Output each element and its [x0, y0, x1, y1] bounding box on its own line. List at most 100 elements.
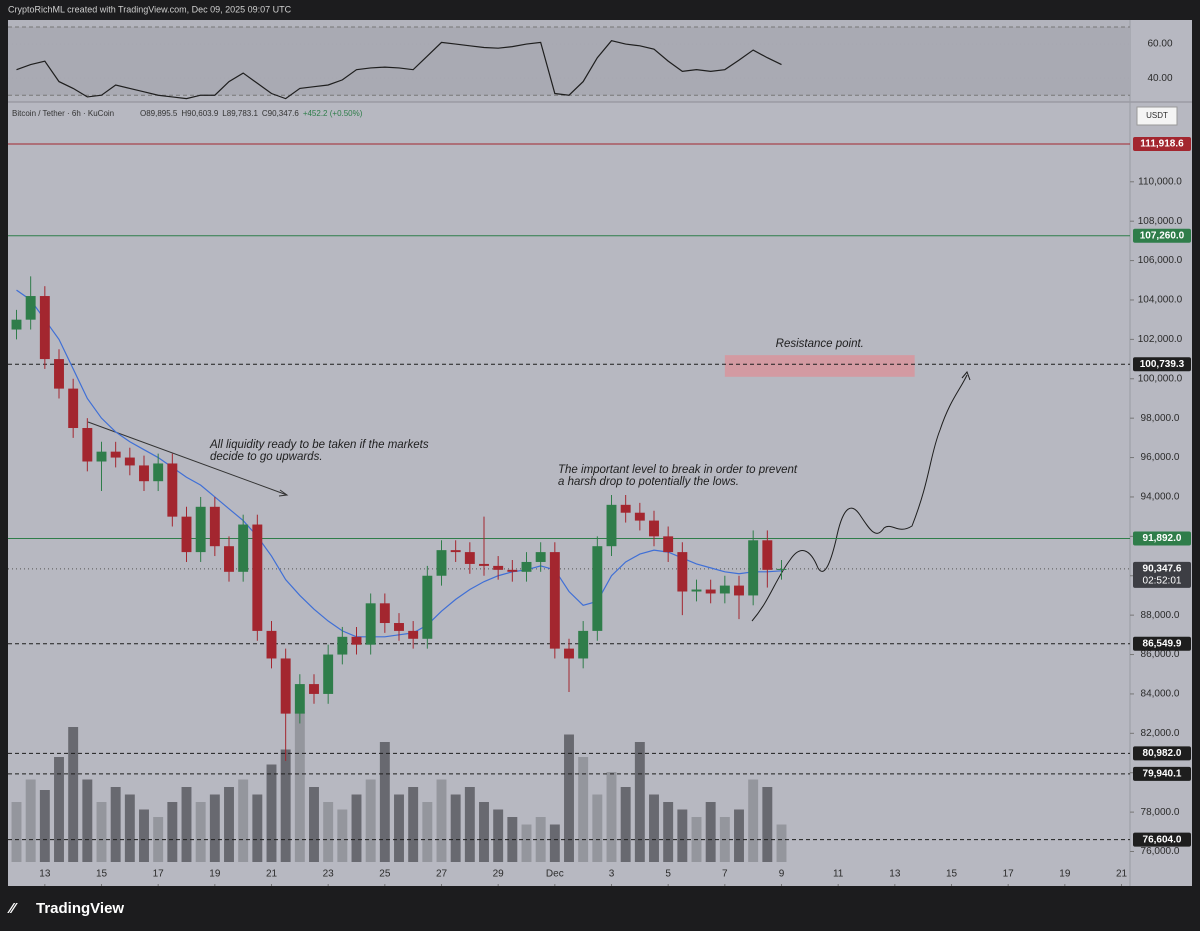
volume-bar	[252, 794, 263, 862]
level-label: 79,940.1	[1143, 769, 1182, 780]
level-label-box	[1133, 136, 1191, 151]
level-label-box	[1133, 746, 1191, 761]
x-tick-label: 15	[96, 869, 108, 880]
ohlc-value: +452.2 (+0.50%)	[303, 109, 363, 118]
x-tick-label: 23	[323, 869, 335, 880]
x-tick-label: 19	[1059, 869, 1071, 880]
candle-body	[677, 552, 688, 592]
level-label-box	[1133, 636, 1191, 651]
candle-body	[209, 506, 220, 547]
x-tick-label: Dec	[546, 869, 564, 880]
currency-box	[1136, 106, 1178, 126]
candle-body	[238, 524, 249, 572]
candle-body	[493, 565, 504, 570]
candle-body	[39, 296, 50, 360]
x-tick-label: 17	[1003, 869, 1015, 880]
volume-bar	[280, 749, 291, 862]
x-tick-label: 9	[779, 869, 785, 880]
volume-bar	[238, 779, 249, 862]
volume-bar	[564, 734, 574, 862]
volume-bar	[620, 787, 631, 862]
volume-bar	[493, 809, 504, 862]
volume-bar	[351, 794, 362, 862]
x-tick-label: 21	[1116, 869, 1128, 880]
x-tick-label: 13	[39, 869, 51, 880]
ohlc-value: H90,603.9	[181, 109, 218, 118]
volume-bar	[521, 824, 532, 862]
volume-bar	[748, 779, 759, 862]
candle-body	[408, 630, 419, 639]
level-label: 100,739.3	[1140, 359, 1185, 370]
volume-bar	[734, 809, 744, 862]
candle-body	[691, 589, 702, 592]
liquidity-arrow	[87, 421, 288, 496]
x-tick-label: 27	[436, 869, 448, 880]
level-label-box	[1133, 531, 1191, 546]
annotation: All liquidity ready to be taken if the m…	[209, 439, 429, 451]
y-tick-label: 84,000.0	[1141, 689, 1180, 700]
volume-bar	[436, 779, 447, 862]
volume-bar	[365, 779, 376, 862]
candle-body	[351, 636, 362, 645]
level-label: 107,260.0	[1140, 230, 1185, 241]
level-label: 76,604.0	[1143, 834, 1182, 845]
symbol: Bitcoin / Tether · 6h · KuCoin	[12, 109, 114, 118]
y-tick-label: 100,000.0	[1138, 373, 1183, 384]
brand: TradingView	[36, 900, 124, 917]
volume-bar	[379, 742, 390, 862]
ohlc-value: O89,895.5	[140, 109, 178, 118]
candle-body	[379, 603, 390, 624]
y-tick-label: 88,000.0	[1141, 610, 1180, 621]
volume-bar	[705, 802, 716, 862]
candle-body	[153, 463, 164, 482]
x-tick-label: 17	[153, 869, 165, 880]
volume-bar	[209, 794, 220, 862]
candle-body	[82, 428, 93, 462]
candle-body	[25, 296, 36, 320]
candle-body	[309, 684, 319, 694]
ohlc-value: C90,347.6	[262, 109, 299, 118]
projection-arrowhead	[961, 371, 971, 381]
volume-bar	[96, 802, 107, 862]
volume-bar	[479, 802, 489, 862]
volume-bar	[634, 742, 645, 862]
volume-bar	[677, 809, 688, 862]
footer	[0, 886, 1200, 931]
volume-bar	[649, 794, 659, 862]
volume-bar	[408, 787, 419, 862]
x-tick-label: 15	[946, 869, 958, 880]
resistance-zone	[724, 355, 915, 377]
rsi-band	[8, 27, 1130, 96]
candle-body	[96, 451, 107, 462]
y-tick-label: 86,000.0	[1141, 649, 1180, 660]
candle-body	[337, 636, 348, 655]
volume-bar	[337, 809, 348, 862]
volume-bar	[394, 794, 404, 862]
level-label-box	[1133, 357, 1191, 372]
volume-bar	[549, 824, 560, 862]
volume-bar	[195, 802, 206, 862]
candle-body	[394, 623, 404, 631]
candle-body	[280, 658, 291, 714]
volume-bar	[323, 802, 334, 862]
volume-bar	[39, 790, 50, 862]
candle-body	[734, 585, 744, 596]
volume-bar	[776, 824, 787, 862]
candle-body	[124, 457, 135, 466]
volume-bar	[592, 794, 603, 862]
liquidity-arrowhead	[278, 489, 289, 497]
volume-bar	[110, 787, 121, 862]
candle-body	[266, 630, 277, 659]
y-tick-label: 98,000.0	[1141, 413, 1180, 424]
candle-body	[436, 550, 447, 576]
currency: USDT	[1146, 111, 1168, 120]
rsi-tick-label: 40.00	[1147, 73, 1172, 84]
x-tick-label: 7	[722, 869, 728, 880]
volume-bar	[139, 809, 149, 862]
candle-body	[110, 451, 121, 458]
volume-bar	[11, 802, 22, 862]
candle-body	[365, 603, 376, 645]
volume-bar	[294, 712, 305, 862]
